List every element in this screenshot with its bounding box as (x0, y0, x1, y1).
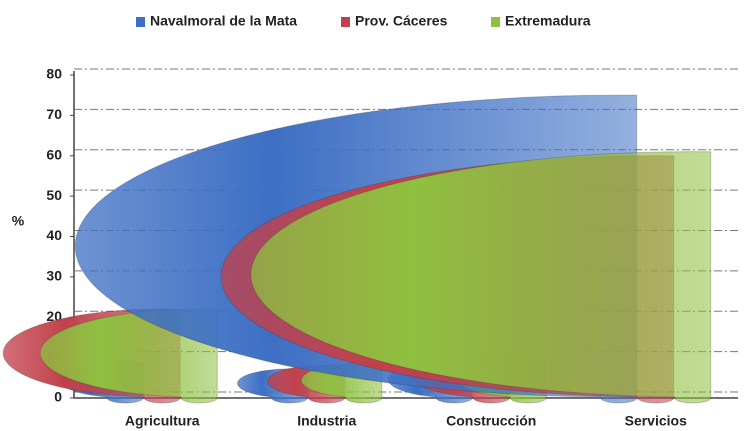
x-tick-label: Construcción (446, 413, 536, 429)
y-tick-label: 40 (46, 227, 62, 243)
legend-label: Extremadura (505, 13, 591, 29)
bar (250, 151, 712, 404)
y-tick-label: 30 (46, 268, 62, 284)
legend-swatch (341, 17, 350, 27)
y-tick-label: 60 (46, 146, 62, 162)
y-axis-label: % (12, 213, 25, 229)
legend-swatch (491, 17, 500, 27)
legend-label: Prov. Cáceres (355, 13, 448, 29)
legend-label: Navalmoral de la Mata (150, 13, 297, 29)
legend-swatch (136, 17, 145, 27)
x-tick-label: Agricultura (125, 413, 200, 429)
x-tick-label: Industria (297, 413, 356, 429)
y-tick-label: 0 (54, 389, 62, 405)
x-tick-label: Servicios (625, 413, 687, 429)
y-tick-label: 50 (46, 187, 62, 203)
y-tick-label: 70 (46, 106, 62, 122)
y-tick-label: 80 (46, 66, 62, 82)
